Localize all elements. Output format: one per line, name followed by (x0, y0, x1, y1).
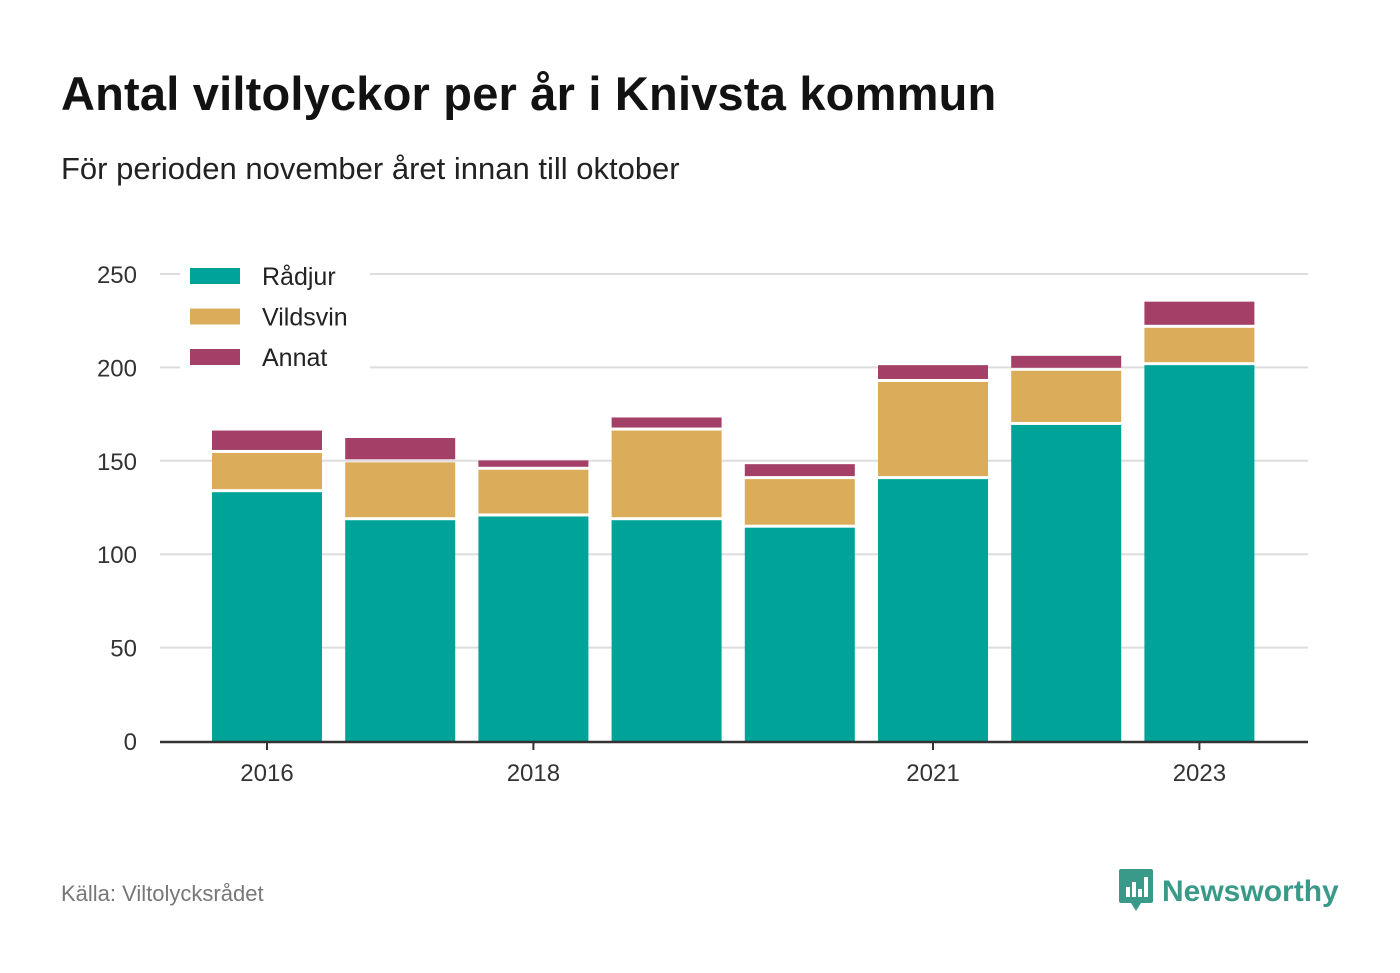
stacked-bar-chart: 0 50 100 150 200 250 Rådjur Vildsvin Annat 2016… (96, 254, 1308, 787)
source-note: Källa: Viltolycksrådet (61, 881, 264, 906)
chart-subtitle: För perioden november året innan till ok… (61, 151, 680, 186)
legend: Rådjur Vildsvin Annat (180, 254, 370, 372)
bar-segment (345, 520, 456, 741)
y-tick-labels: 0 50 100 150 200 250 (97, 262, 137, 756)
bars (212, 301, 1255, 741)
x-tick-label: 2016 (240, 760, 293, 787)
bar-segment (878, 381, 988, 477)
bar-segment (611, 520, 722, 741)
y-tick-label: 50 (110, 636, 137, 663)
bar-segment (1011, 370, 1122, 422)
y-tick-label: 100 (97, 542, 137, 569)
bar-segment (212, 492, 322, 741)
legend-label: Rådjur (262, 263, 336, 291)
legend-swatch (190, 268, 240, 284)
y-tick-label: 0 (124, 729, 137, 756)
x-tick-label: 2018 (507, 760, 560, 787)
bar-segment (611, 417, 722, 428)
bar-segment (744, 464, 855, 477)
y-tick-label: 150 (97, 449, 137, 476)
legend-label: Annat (262, 344, 327, 372)
bar-segment (345, 438, 456, 460)
x-tick-label: 2021 (906, 760, 959, 787)
bar-segment (1011, 355, 1122, 368)
bar-segment (1144, 365, 1255, 741)
chart-title: Antal viltolyckor per år i Knivsta kommu… (61, 67, 997, 120)
legend-label: Vildsvin (262, 304, 348, 332)
x-tick-label: 2023 (1173, 760, 1226, 787)
x-ticks: 2016 2018 2021 2023 (240, 742, 1226, 787)
bar-segment (212, 430, 322, 450)
y-tick-label: 200 (97, 355, 137, 382)
bar-segment (1011, 424, 1122, 741)
legend-swatch (190, 308, 240, 325)
bar-segment (478, 469, 589, 514)
bar-segment (345, 462, 456, 518)
bar-segment (1144, 327, 1255, 363)
brand-name: Newsworthy (1162, 875, 1339, 908)
bar-segment (1144, 301, 1255, 325)
brand-logo: Newsworthy (1118, 868, 1339, 916)
bar-segment (212, 452, 322, 490)
bar-segment (611, 430, 722, 518)
bar-segment (878, 365, 988, 379)
bar-segment (478, 516, 589, 741)
legend-swatch (190, 349, 240, 365)
bar-segment (744, 527, 855, 741)
bar-segment (878, 479, 988, 741)
y-tick-label: 250 (97, 262, 137, 289)
newsworthy-logo-icon (1118, 867, 1154, 918)
bar-segment (744, 479, 855, 525)
bar-segment (478, 460, 589, 467)
